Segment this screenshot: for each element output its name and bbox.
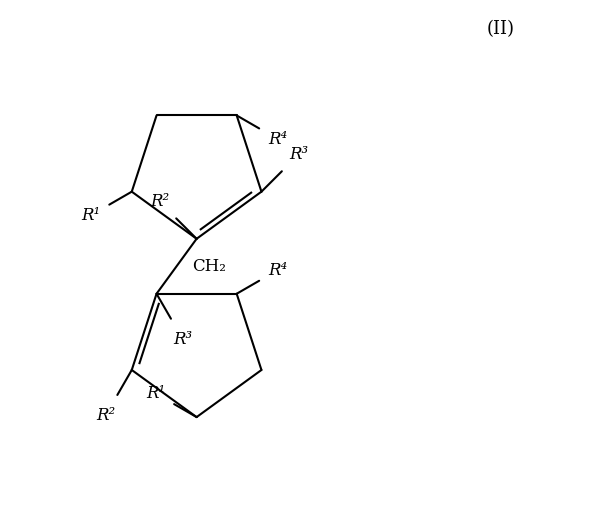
Text: CH₂: CH₂ bbox=[192, 258, 226, 275]
Text: R³: R³ bbox=[289, 146, 308, 163]
Text: R²: R² bbox=[96, 407, 115, 424]
Text: R⁴: R⁴ bbox=[268, 262, 287, 279]
Text: R¹: R¹ bbox=[146, 385, 165, 402]
Text: R²: R² bbox=[150, 193, 169, 210]
Text: R¹: R¹ bbox=[81, 207, 101, 224]
Text: R⁴: R⁴ bbox=[268, 130, 287, 147]
Text: (II): (II) bbox=[487, 20, 515, 38]
Text: R³: R³ bbox=[173, 331, 192, 348]
